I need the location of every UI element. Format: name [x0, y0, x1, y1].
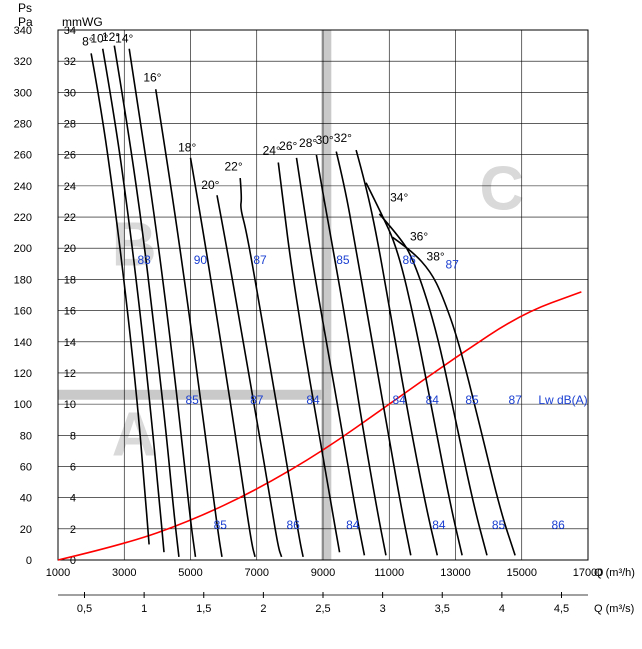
angle-label: 32°	[334, 131, 352, 145]
noise-label: 84	[432, 518, 446, 532]
ytick-mmwg: 22	[64, 212, 76, 224]
ylabel-ps: Ps	[18, 1, 32, 15]
xtick-m3s: 0,5	[77, 603, 92, 615]
xtick-m3h: 1000	[46, 567, 70, 579]
xtick-m3s: 3,5	[435, 603, 450, 615]
noise-label: 84	[426, 393, 440, 407]
ytick-mmwg: 12	[64, 368, 76, 380]
noise-label: 84	[393, 393, 407, 407]
angle-label: 26°	[279, 139, 297, 153]
noise-label: 85	[214, 518, 228, 532]
angle-label: 30°	[316, 133, 334, 147]
ytick-pa: 20	[20, 524, 32, 536]
noise-label: 83	[137, 253, 151, 267]
xtick-m3s: 1,5	[196, 603, 211, 615]
ytick-mmwg: 26	[64, 150, 76, 162]
ytick-mmwg: 18	[64, 274, 76, 286]
noise-label: 85	[185, 393, 199, 407]
xtick-m3s: 1	[141, 603, 147, 615]
noise-label: 87	[253, 253, 267, 267]
noise-label: 85	[336, 253, 350, 267]
ytick-pa: 180	[14, 274, 32, 286]
angle-label: 16°	[143, 70, 161, 84]
noise-unit: Lw dB(A)	[538, 393, 587, 407]
noise-label: 90	[194, 253, 208, 267]
noise-label: 86	[287, 518, 301, 532]
ytick-mmwg: 20	[64, 243, 76, 255]
bg	[0, 0, 642, 649]
ylabel-pa: Pa	[18, 15, 33, 29]
xlabel-m3h: Q (m³/h)	[594, 567, 635, 579]
xtick-m3h: 7000	[245, 567, 269, 579]
ytick-pa: 320	[14, 56, 32, 68]
chart-svg: BAC0204060801001201401601802002202402602…	[0, 0, 642, 649]
xtick-m3s: 2,5	[315, 603, 330, 615]
xtick-m3h: 3000	[112, 567, 136, 579]
noise-label: 84	[306, 393, 320, 407]
ytick-mmwg: 28	[64, 119, 76, 131]
noise-label: 85	[465, 393, 479, 407]
ylabel-mmwg: mmWG	[62, 15, 103, 29]
angle-label: 14°	[115, 31, 133, 45]
ytick-pa: 240	[14, 181, 32, 193]
noise-label: 85	[492, 518, 506, 532]
ytick-pa: 200	[14, 243, 32, 255]
angle-label: 20°	[201, 178, 219, 192]
angle-label: 18°	[178, 141, 196, 155]
noise-label: 87	[508, 393, 522, 407]
ytick-pa: 300	[14, 87, 32, 99]
ytick-pa: 80	[20, 430, 32, 442]
angle-label: 22°	[224, 159, 242, 173]
xtick-m3s: 2	[260, 603, 266, 615]
fan-performance-chart: { "canvas":{"w":642,"h":649}, "plot":{"x…	[0, 0, 642, 649]
ytick-pa: 140	[14, 337, 32, 349]
xtick-m3h: 15000	[506, 567, 537, 579]
watermark-letter: C	[479, 154, 524, 223]
xtick-m3h: 9000	[311, 567, 335, 579]
xtick-m3h: 5000	[178, 567, 202, 579]
ytick-mmwg: 30	[64, 87, 76, 99]
angle-label: 38°	[427, 250, 445, 264]
ytick-mmwg: 16	[64, 306, 76, 318]
ytick-pa: 120	[14, 368, 32, 380]
ytick-pa: 220	[14, 212, 32, 224]
ytick-pa: 160	[14, 306, 32, 318]
noise-label: 86	[552, 518, 566, 532]
ytick-pa: 0	[26, 555, 32, 567]
ytick-pa: 60	[20, 461, 32, 473]
noise-label: 87	[446, 258, 460, 272]
ytick-pa: 260	[14, 150, 32, 162]
angle-label: 36°	[410, 229, 428, 243]
ytick-mmwg: 4	[70, 493, 76, 505]
ytick-mmwg: 6	[70, 461, 76, 473]
ytick-mmwg: 8	[70, 430, 76, 442]
xtick-m3h: 11000	[374, 567, 404, 579]
ytick-pa: 40	[20, 493, 32, 505]
ytick-mmwg: 32	[64, 56, 76, 68]
noise-label: 84	[346, 518, 360, 532]
xtick-m3s: 3	[380, 603, 386, 615]
ytick-pa: 100	[14, 399, 32, 411]
xtick-m3s: 4	[499, 603, 505, 615]
xlabel-m3s: Q (m³/s)	[594, 603, 634, 615]
xtick-m3h: 13000	[440, 567, 471, 579]
angle-label: 34°	[390, 190, 408, 204]
ytick-mmwg: 24	[64, 181, 76, 193]
ytick-mmwg: 10	[64, 399, 76, 411]
noise-label: 87	[250, 393, 264, 407]
ytick-pa: 280	[14, 119, 32, 131]
ytick-mmwg: 14	[64, 337, 76, 349]
xtick-m3s: 4,5	[554, 603, 569, 615]
noise-label: 86	[402, 253, 416, 267]
ytick-mmwg: 2	[70, 524, 76, 536]
